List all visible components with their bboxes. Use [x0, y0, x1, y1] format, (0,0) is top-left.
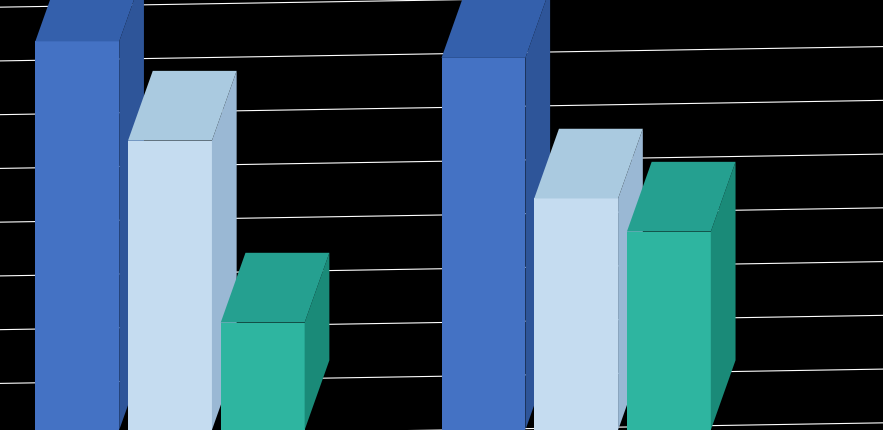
Polygon shape — [119, 0, 144, 430]
Polygon shape — [627, 162, 736, 231]
Polygon shape — [442, 58, 525, 430]
Polygon shape — [128, 71, 237, 141]
Polygon shape — [534, 129, 643, 199]
Polygon shape — [618, 129, 643, 430]
Polygon shape — [35, 41, 119, 430]
Polygon shape — [525, 0, 550, 430]
Polygon shape — [442, 0, 550, 58]
Polygon shape — [711, 162, 736, 430]
Polygon shape — [128, 141, 212, 430]
Polygon shape — [221, 253, 329, 322]
Polygon shape — [221, 322, 305, 430]
Polygon shape — [35, 0, 144, 41]
Polygon shape — [534, 199, 618, 430]
Polygon shape — [627, 231, 711, 430]
Polygon shape — [305, 253, 329, 430]
Polygon shape — [212, 71, 237, 430]
